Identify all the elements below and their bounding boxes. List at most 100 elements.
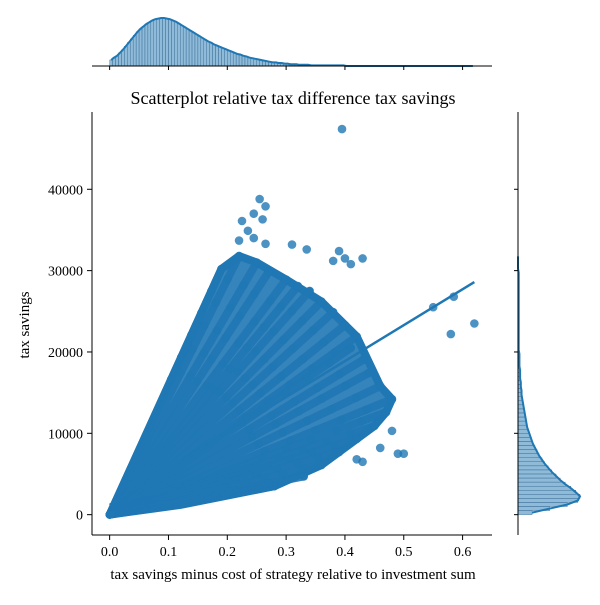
scatter-point: [364, 368, 373, 378]
histogram-bar: [232, 52, 237, 67]
x-tick-label: 0.0: [101, 545, 119, 560]
scatter-point: [305, 286, 314, 296]
histogram-bar: [517, 490, 576, 495]
y-tick-label: 10000: [48, 427, 83, 442]
scatter-point: [328, 307, 338, 317]
regression-line-segment: [108, 280, 476, 506]
scatter-point: [235, 311, 245, 321]
scatter-point: [356, 417, 366, 426]
scatter-point: [470, 319, 479, 328]
scatter-point: [267, 411, 276, 421]
scatter-point: [334, 246, 344, 256]
scatter-point: [188, 344, 197, 354]
histogram-bar: [135, 31, 140, 67]
scatter-point: [303, 373, 312, 383]
histogram-bar: [517, 469, 553, 475]
scatter-point: [375, 443, 385, 453]
scatter-point: [289, 397, 299, 407]
scatter-point: [212, 326, 222, 335]
scatter-point: [317, 297, 326, 306]
histogram-bar: [517, 453, 540, 458]
scatter-point: [346, 343, 356, 353]
histogram-bar: [197, 35, 202, 67]
regression-line: [108, 280, 476, 506]
scatter-point: [270, 481, 279, 491]
y-tick-label: 20000: [48, 346, 83, 361]
histogram-bar: [230, 51, 234, 67]
scatter-point: [340, 254, 350, 263]
scatter-point: [186, 371, 195, 381]
scatter-point: [264, 267, 273, 277]
scatter-point: [250, 317, 259, 327]
histogram-bar: [227, 50, 231, 67]
scatter-point: [358, 355, 367, 365]
scatter-point: [312, 383, 322, 393]
scatter-point: [210, 492, 220, 501]
scatter-point: [324, 358, 334, 368]
y-tick-label: 0: [76, 509, 83, 524]
scatter-point: [268, 362, 278, 372]
histogram-bar: [517, 457, 543, 462]
scatter-point: [362, 405, 371, 414]
scatter-point: [252, 258, 262, 267]
scatter-point: [276, 302, 286, 311]
histogram-bar: [517, 461, 545, 467]
scatter-point: [228, 398, 237, 408]
scatter-point: [259, 322, 269, 332]
scatter-point: [381, 407, 391, 417]
x-tick-label: 0.1: [160, 545, 178, 560]
scatter-point: [298, 465, 307, 474]
axes: 0.0 0.1 0.2 0.3 0.4 0.5 0.6 0 10000 20000 30000 400…: [48, 112, 492, 560]
histogram-bar: [130, 38, 134, 67]
histogram-bar: [218, 46, 222, 67]
scatter-point: [199, 321, 209, 331]
scatter-point: [334, 447, 344, 457]
x-tick-label: 0.3: [277, 545, 295, 560]
histogram-bar: [517, 437, 532, 442]
scatter-point: [215, 387, 224, 396]
scatter-point: [196, 308, 206, 318]
histogram-bar: [180, 25, 184, 67]
histogram-bar: [132, 35, 137, 67]
histogram-bar: [147, 22, 152, 67]
scatter-point: [217, 264, 226, 274]
histogram-bar: [109, 59, 113, 67]
scatter-point: [328, 256, 338, 266]
histogram-bar: [191, 32, 196, 67]
histogram-bar: [224, 49, 228, 67]
x-tick-label: 0.4: [336, 545, 354, 560]
scatter-point: [244, 425, 254, 434]
histogram-bar: [517, 420, 527, 426]
scatter-point: [237, 216, 247, 226]
scatter-point: [375, 381, 385, 391]
scatter-point: [317, 460, 326, 470]
x-tick-label: 0.6: [454, 545, 472, 560]
kde-curve: [517, 256, 582, 514]
scatter-point: [186, 331, 196, 340]
histogram-bar: [241, 55, 246, 67]
scatter-point: [261, 202, 270, 211]
marginal-y-histogram: [514, 112, 582, 535]
scatter-point: [288, 344, 298, 353]
histogram-bar: [174, 21, 178, 67]
scatter-point: [299, 472, 309, 481]
scatter-point: [255, 194, 264, 204]
histogram-bar: [517, 510, 533, 515]
histogram-bar: [247, 57, 252, 67]
scatter-point: [225, 364, 235, 373]
scatter-point: [243, 226, 253, 236]
chart-title: Scatterplot relative tax difference tax …: [130, 88, 455, 108]
histogram-bar: [517, 477, 561, 483]
histogram-bar: [517, 498, 579, 503]
histogram-bar: [517, 424, 528, 430]
scatter-point: [281, 475, 291, 485]
scatter-point: [249, 233, 259, 243]
scatter-point: [317, 394, 327, 403]
scatter-point: [176, 368, 186, 377]
histogram-bar: [124, 46, 128, 67]
scatter-point: [192, 377, 202, 386]
scatter-point: [259, 354, 269, 364]
scatter-point: [251, 347, 260, 356]
